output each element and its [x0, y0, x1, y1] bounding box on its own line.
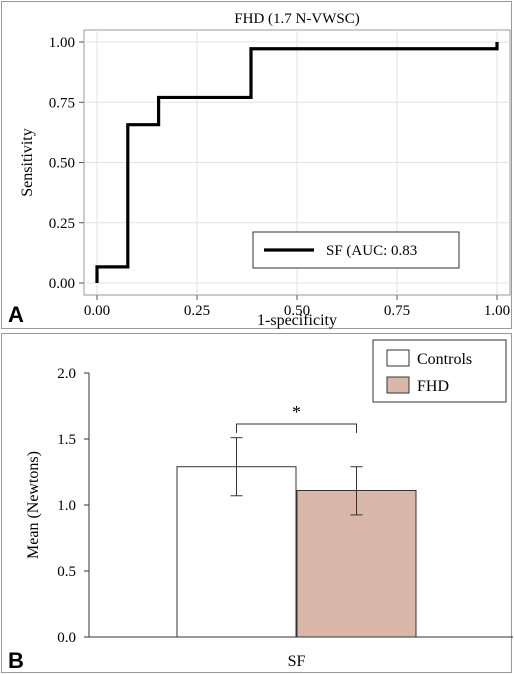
x-tick-label: 0.50 — [284, 303, 310, 319]
y-tick-label: 1.00 — [49, 35, 75, 51]
y-axis-label: Mean (Newtons) — [25, 451, 42, 559]
x-axis-label: 1-specificity — [257, 312, 337, 329]
legend-label: SF (AUC: 0.83 — [326, 243, 417, 259]
y-tick-label: 1.5 — [57, 432, 76, 448]
y-tick-label: 0.00 — [49, 276, 75, 292]
y-tick-label: 0.0 — [57, 630, 76, 646]
y-tick-label: 0.50 — [49, 156, 75, 172]
x-tick-label: 0.75 — [384, 303, 410, 319]
chart-title: FHD (1.7 N-VWSC) — [234, 11, 359, 27]
significance-bracket — [236, 423, 357, 433]
roc-panel: 0.00 0.25 0.50 0.75 1.00 0.00 0.25 0.50 0.75 1.00… — [1, 1, 512, 329]
panel-letter: A — [8, 302, 24, 327]
legend-label-controls: Controls — [417, 351, 472, 368]
x-axis-label: SF — [288, 653, 306, 670]
x-tick-label: 1.00 — [484, 303, 510, 319]
panel-letter: B — [8, 648, 24, 673]
y-axis-label: Sensitivity — [19, 128, 36, 196]
roc-curve-line — [95, 42, 499, 283]
roc-chart: 0.00 0.25 0.50 0.75 1.00 0.00 0.25 0.50 0.75 1.00… — [8, 11, 511, 329]
y-tick-label: 1.0 — [57, 498, 76, 514]
bar-chart: 0.0 0.5 1.0 1.5 2.0 Mean (Newtons) * SF Controls… — [8, 339, 513, 673]
x-tick-label: 0.25 — [184, 303, 210, 319]
y-tick-label: 0.75 — [49, 95, 75, 111]
y-tick-label: 2.0 — [57, 366, 76, 382]
significance-asterisk: * — [292, 402, 301, 422]
bar-panel: 0.0 0.5 1.0 1.5 2.0 Mean (Newtons) * SF Controls… — [1, 333, 513, 673]
y-tick-label: 0.5 — [57, 564, 76, 580]
y-tick-label: 0.25 — [49, 216, 75, 232]
x-tick-label: 0.00 — [84, 303, 110, 319]
legend-label-fhd: FHD — [417, 378, 449, 395]
legend-swatch-fhd — [386, 376, 410, 394]
legend-swatch-controls — [386, 349, 410, 367]
